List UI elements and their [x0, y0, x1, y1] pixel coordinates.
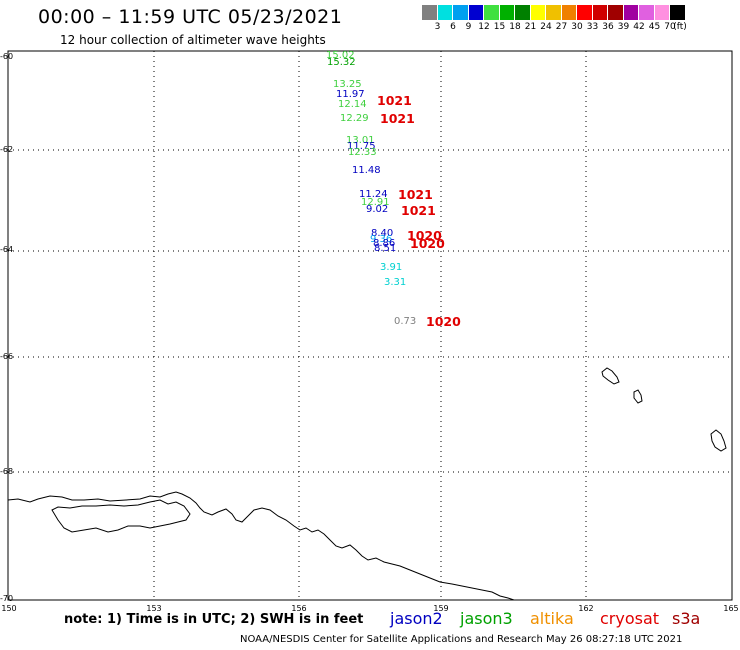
y-tick-label: -60	[0, 52, 14, 61]
colorbar-label: 30	[571, 22, 583, 32]
island-3	[710, 429, 727, 452]
colorbar-swatch	[499, 5, 515, 20]
swh-label: 0.73	[394, 316, 417, 327]
colorbar-label: 9	[465, 22, 472, 32]
island-1	[601, 367, 620, 385]
pressure-label: 1020	[407, 228, 442, 243]
y-tick-label: -70	[0, 594, 14, 603]
swh-label: 8.86	[373, 238, 396, 249]
island-2	[633, 389, 643, 404]
antarctica-coastline	[7, 491, 515, 601]
colorbar-swatch	[453, 5, 469, 20]
colorbar	[422, 5, 686, 20]
swh-label: 9.36	[370, 234, 393, 245]
swh-label: 12.14	[338, 99, 367, 110]
pressure-label: 1021	[377, 93, 412, 108]
colorbar-label: 42	[633, 22, 645, 32]
colorbar-label: 36	[602, 22, 614, 32]
colorbar-label: 21	[524, 22, 537, 32]
coastline-inlet	[51, 499, 191, 533]
swh-label: 15.02	[326, 50, 355, 61]
x-tick-label: 162	[578, 604, 594, 613]
y-tick-label: -66	[0, 352, 14, 361]
legend-jason3: jason3	[460, 609, 513, 628]
swh-label: 13.01	[346, 135, 375, 146]
swh-label: 13.25	[333, 79, 362, 90]
colorbar-swatch	[577, 5, 593, 20]
y-tick-label: -62	[0, 145, 14, 154]
colorbar-swatch	[608, 5, 624, 20]
colorbar-swatch	[546, 5, 562, 20]
map-frame	[7, 50, 733, 601]
swh-label: 3.31	[384, 277, 407, 288]
colorbar-swatch	[670, 5, 686, 20]
x-tick-label: 165	[723, 604, 739, 613]
swh-label: 11.97	[336, 89, 365, 100]
legend-cryosat: cryosat	[600, 609, 660, 628]
y-tick-label: -68	[0, 467, 14, 476]
swh-label: 12.91	[361, 197, 390, 208]
colorbar-swatch	[422, 5, 438, 20]
colorbar-label: 39	[617, 22, 630, 32]
swh-label: 3.91	[380, 262, 403, 273]
colorbar-label: 45	[648, 22, 661, 32]
graticule	[8, 51, 732, 600]
swh-label: 12.29	[340, 113, 369, 124]
y-tick-label: -64	[0, 245, 14, 254]
swh-label: 11.48	[352, 165, 381, 176]
colorbar-label: 27	[555, 22, 568, 32]
colorbar-label: 12	[478, 22, 490, 32]
colorbar-swatch	[468, 5, 484, 20]
x-tick-label: 159	[433, 604, 449, 613]
colorbar-label: 15	[493, 22, 506, 32]
pressure-label: 1021	[398, 187, 433, 202]
colorbar-swatch	[592, 5, 608, 20]
colorbar-label: 18	[509, 22, 521, 32]
legend-jason2: jason2	[390, 609, 443, 628]
colorbar-label: 24	[540, 22, 552, 32]
swh-label: 8.40	[371, 228, 394, 239]
units-note: note: 1) Time is in UTC; 2) SWH is in fe…	[64, 612, 364, 627]
colorbar-label: 33	[586, 22, 599, 32]
colorbar-swatch	[437, 5, 453, 20]
swh-label: 8.51	[374, 243, 397, 254]
x-tick-label: 156	[291, 604, 307, 613]
legend-altika: altika	[530, 609, 574, 628]
colorbar-swatch	[484, 5, 500, 20]
swh-label: 9.02	[366, 204, 389, 215]
swh-label: 12.33	[348, 147, 377, 158]
colorbar-swatch	[515, 5, 531, 20]
x-tick-label: 150	[1, 604, 17, 613]
pressure-label: 1021	[380, 111, 415, 126]
map-subtitle: 12 hour collection of altimeter wave hei…	[60, 33, 326, 47]
pressure-label: 1021	[401, 203, 436, 218]
colorbar-label: 3	[434, 22, 441, 32]
legend-s3a: s3a	[672, 609, 701, 628]
swh-label: 15.32	[327, 57, 356, 68]
map-title: 00:00 – 11:59 UTC 05/23/2021	[38, 6, 343, 28]
colorbar-label: 6	[450, 22, 456, 32]
colorbar-swatch	[623, 5, 639, 20]
swh-label: 11.24	[359, 189, 388, 200]
colorbar-swatch	[561, 5, 577, 20]
colorbar-swatch	[530, 5, 546, 20]
swh-label: 11.75	[347, 141, 376, 152]
pressure-label: 1020	[426, 314, 461, 329]
colorbar-swatch	[654, 5, 670, 20]
pressure-label: 1020	[410, 236, 445, 251]
colorbar-label: 70	[664, 22, 676, 32]
colorbar-label: (ft)	[673, 22, 687, 32]
colorbar-swatch	[639, 5, 655, 20]
credit-line: NOAA/NESDIS Center for Satellite Applica…	[240, 634, 683, 645]
x-tick-label: 153	[146, 604, 162, 613]
